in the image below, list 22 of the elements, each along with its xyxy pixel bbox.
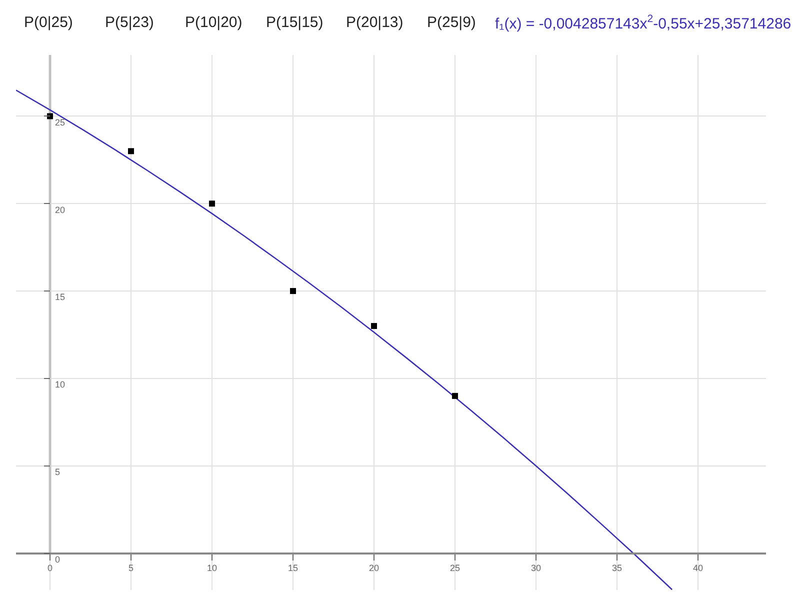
x-tick-label: 15 (288, 563, 298, 574)
y-tick-label: 20 (55, 204, 66, 215)
y-tick-label: 5 (55, 467, 60, 478)
y-tick-label: 0 (55, 554, 60, 564)
text: P(0|25) (24, 14, 73, 31)
text: P(25|9) (427, 14, 476, 31)
y-tick-label: 25 (55, 117, 66, 128)
text: f₁(x) = -0,0042857143x$^{2}$-0,55x+25,35714286 (495, 13, 792, 32)
x-tick-label: 0 (48, 563, 53, 574)
x-tick-label: 5 (128, 563, 134, 574)
x-tick-label: 20 (368, 563, 379, 574)
x-tick-label: 25 (450, 563, 460, 574)
text: P(20|13) (346, 14, 404, 31)
y-tick-label: 10 (55, 380, 66, 390)
text: P(5|23) (105, 14, 154, 31)
x-tick-label: 10 (206, 563, 218, 574)
x-tick-label: 35 (612, 563, 622, 574)
y-tick-label: 15 (55, 292, 66, 302)
x-tick-label: 30 (530, 563, 541, 574)
x-tick-label: 40 (692, 563, 703, 574)
text: P(10|20) (185, 14, 242, 31)
text: P(15|15) (266, 14, 324, 31)
